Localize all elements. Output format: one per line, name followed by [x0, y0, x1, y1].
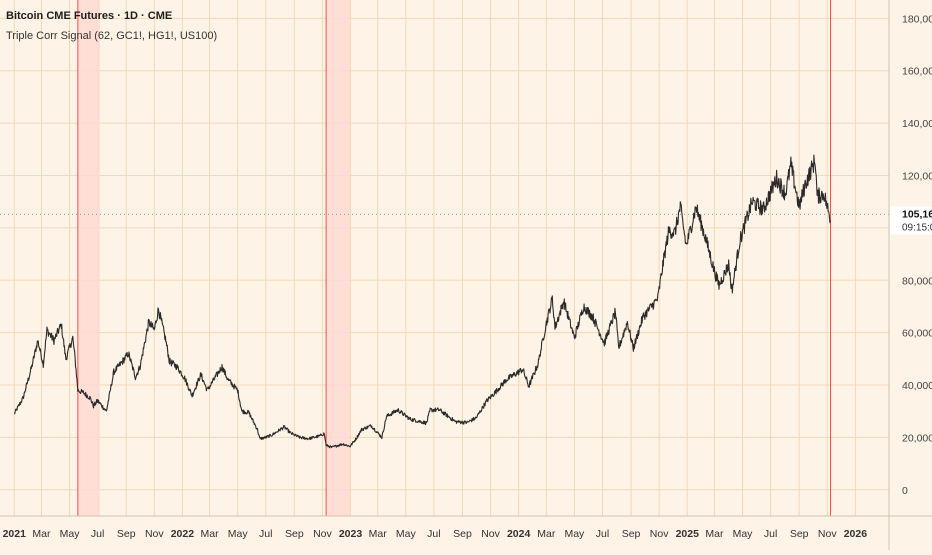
x-tick-label: May	[396, 528, 417, 540]
x-tick-label: Mar	[369, 528, 388, 540]
x-tick-label: Nov	[313, 528, 332, 540]
y-tick-label: 40,000	[902, 380, 932, 392]
y-tick-label: 60,000	[902, 328, 932, 340]
price-series-line	[13, 154, 832, 449]
x-tick-label: Sep	[285, 528, 304, 540]
y-tick-label: 160,000	[902, 66, 932, 78]
x-tick-label: Jul	[596, 528, 609, 540]
x-tick-label: Jul	[91, 528, 104, 540]
y-tick-label: 0	[902, 485, 908, 497]
symbol-title[interactable]: Bitcoin CME Futures · 1D · CME	[6, 10, 173, 22]
x-tick-label: Mar	[32, 528, 51, 540]
signal-zone	[326, 0, 351, 516]
x-tick-label: 2026	[844, 528, 868, 540]
x-tick-label: 2024	[507, 528, 531, 540]
x-tick-label: Mar	[201, 528, 220, 540]
x-tick-label: 2025	[676, 528, 700, 540]
x-tick-label: Jul	[259, 528, 272, 540]
x-tick-label: 2023	[339, 528, 363, 540]
x-tick-label: Sep	[453, 528, 472, 540]
x-tick-label: Jul	[764, 528, 777, 540]
last-price-value: 105,160	[902, 208, 932, 220]
x-tick-label: Jul	[427, 528, 440, 540]
x-tick-label: May	[564, 528, 585, 540]
y-tick-label: 180,000	[902, 13, 932, 25]
x-tick-label: Mar	[705, 528, 724, 540]
x-tick-label: Sep	[117, 528, 136, 540]
x-tick-label: May	[228, 528, 249, 540]
y-tick-label: 80,000	[902, 275, 932, 287]
x-tick-label: 2021	[3, 528, 27, 540]
countdown-value: 09:15:08	[902, 222, 932, 233]
x-tick-label: Sep	[790, 528, 809, 540]
chart-legend: Bitcoin CME Futures · 1D · CME Triple Co…	[6, 9, 217, 43]
last-price-box	[890, 206, 932, 235]
x-tick-label: Nov	[650, 528, 669, 540]
x-tick-label: May	[733, 528, 754, 540]
x-tick-label: Sep	[622, 528, 641, 540]
y-tick-label: 140,000	[902, 118, 932, 130]
x-tick-label: Nov	[145, 528, 164, 540]
y-tick-label: 120,000	[902, 170, 932, 182]
x-tick-label: Mar	[537, 528, 556, 540]
x-tick-label: Nov	[818, 528, 837, 540]
signal-zone	[77, 0, 100, 516]
last-price-label: 105,160 09:15:08	[890, 206, 932, 235]
y-tick-label: 20,000	[902, 432, 932, 444]
x-tick-label: May	[60, 528, 81, 540]
x-tick-label: 2022	[171, 528, 195, 540]
indicator-label[interactable]: Triple Corr Signal (62, GC1!, HG1!, US10…	[6, 30, 218, 42]
x-tick-label: Nov	[481, 528, 500, 540]
